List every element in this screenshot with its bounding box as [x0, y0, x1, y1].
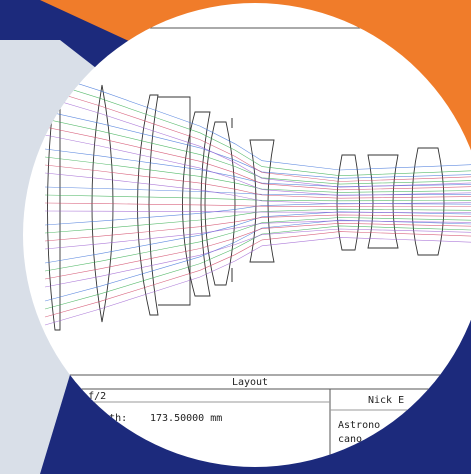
length-value: 173.50000 mm [150, 413, 222, 424]
author: Nick E [368, 395, 404, 406]
screenshot: Layout 0-mm f/2 Length: 173.50000 mm Nic… [0, 0, 471, 474]
note: Astrono [338, 420, 380, 431]
panel-title: Layout [232, 377, 268, 388]
